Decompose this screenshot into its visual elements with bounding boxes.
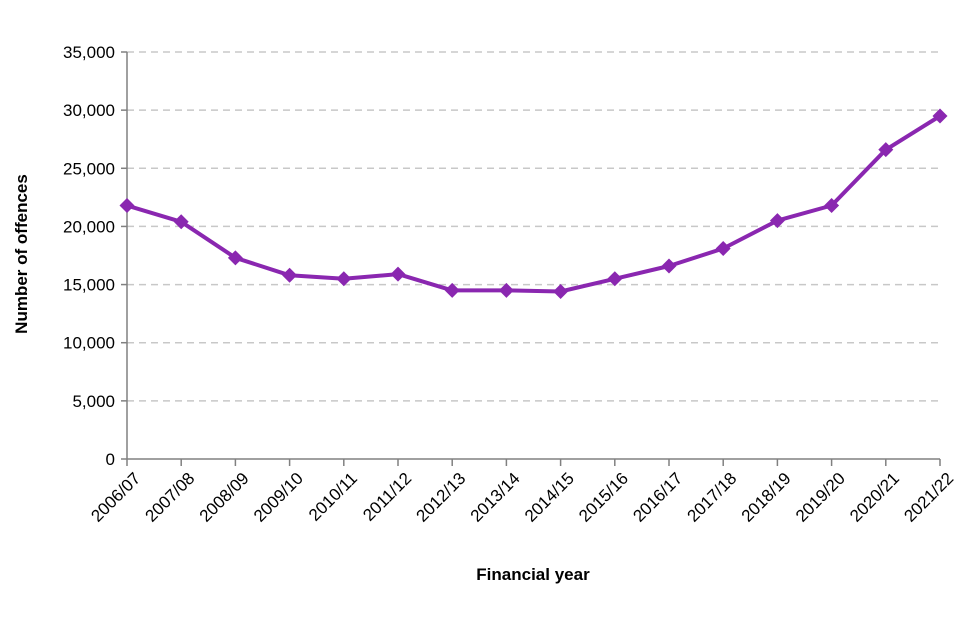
- y-tick-label: 20,000: [63, 217, 115, 236]
- x-tick-label: 2016/17: [629, 469, 686, 526]
- x-tick-label: 2009/10: [250, 469, 307, 526]
- data-point: [661, 258, 677, 274]
- data-point: [336, 271, 352, 287]
- data-point: [119, 197, 135, 213]
- data-point: [444, 282, 460, 298]
- x-tick-label: 2015/16: [575, 469, 632, 526]
- x-tick-label: 2018/19: [738, 469, 795, 526]
- y-tick-label: 0: [106, 450, 115, 469]
- y-tick-label: 5,000: [72, 392, 115, 411]
- x-tick-label: 2006/07: [87, 469, 144, 526]
- x-tick-label: 2010/11: [305, 469, 361, 525]
- x-tick-label: 2007/08: [142, 469, 199, 526]
- y-tick-label: 30,000: [63, 101, 115, 120]
- x-tick-label: 2008/09: [196, 469, 253, 526]
- data-point: [932, 108, 948, 124]
- x-tick-label: 2014/15: [521, 469, 578, 526]
- data-point: [390, 266, 406, 282]
- x-tick-label: 2021/22: [900, 469, 957, 526]
- x-tick-label: 2020/21: [846, 469, 903, 526]
- data-point: [878, 142, 894, 158]
- data-point: [769, 213, 785, 229]
- data-point: [715, 241, 731, 257]
- series-offences: [119, 108, 948, 300]
- data-point: [282, 267, 298, 283]
- y-tick-label: 10,000: [63, 334, 115, 353]
- gridlines: [127, 51, 940, 402]
- x-axis-title: Financial year: [476, 565, 590, 584]
- y-tick-label: 35,000: [63, 43, 115, 62]
- y-tick-label: 25,000: [63, 159, 115, 178]
- x-tick-label: 2011/12: [359, 469, 415, 525]
- axes: [121, 51, 941, 466]
- x-tick-label: 2013/14: [467, 469, 524, 526]
- x-tick-label: 2019/20: [792, 469, 849, 526]
- x-tick-label: 2017/18: [684, 469, 741, 526]
- data-point: [227, 250, 243, 266]
- x-tick-label: 2012/13: [413, 469, 470, 526]
- data-point: [607, 271, 623, 287]
- y-tick-labels: 0 5,000 10,000 15,000 20,000 25,000 30,000 35,0…: [63, 43, 115, 469]
- data-point: [824, 197, 840, 213]
- data-point: [553, 284, 569, 300]
- y-axis-title: Number of offences: [12, 174, 31, 334]
- x-tick-labels: 2006/072007/082008/092009/102010/112011/…: [87, 469, 957, 526]
- data-point: [173, 214, 189, 230]
- series-line: [126, 114, 942, 294]
- data-point: [498, 282, 514, 298]
- y-tick-label: 15,000: [63, 276, 115, 295]
